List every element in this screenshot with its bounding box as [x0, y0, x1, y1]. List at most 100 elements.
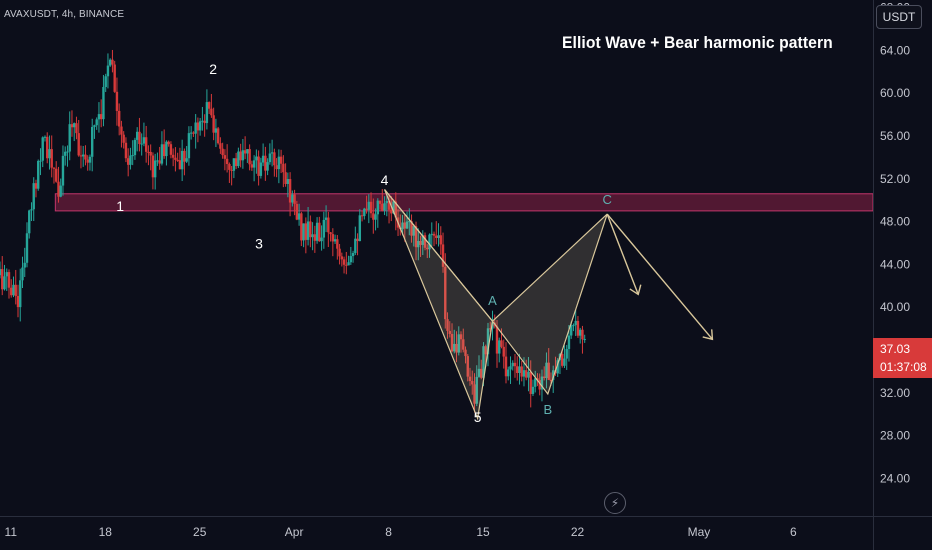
y-tick-label: 32.00	[880, 386, 910, 400]
candle-body-223	[500, 340, 503, 347]
resistance-zone-layer	[54, 193, 874, 212]
candle-body-33	[73, 123, 76, 128]
candle-body-190	[426, 247, 429, 250]
candle-body-252	[565, 348, 568, 359]
candle-body-210	[471, 381, 474, 385]
candle-body-98	[219, 143, 222, 149]
candle-body-132	[295, 203, 299, 220]
candle-body-137	[306, 221, 310, 240]
candle-body-182	[408, 221, 411, 223]
candle-body-166	[372, 213, 375, 220]
candle-body-171	[383, 203, 386, 211]
y-tick-label: 60.00	[880, 86, 910, 100]
candle-body-24	[52, 167, 56, 169]
candle-body-68	[151, 155, 155, 178]
last-price-tag: 37.03 01:37:08	[873, 338, 932, 378]
candle-body-14	[30, 209, 33, 211]
annotation-title: Elliot Wave + Bear harmonic pattern	[562, 33, 833, 52]
x-tick-label: 6	[790, 525, 797, 539]
candle-body-28	[61, 155, 65, 186]
candle-body-216	[484, 346, 487, 355]
candle-body-107	[239, 151, 242, 161]
candle-body-202	[453, 343, 456, 352]
candle-body-124	[277, 156, 281, 170]
candle-body-101	[225, 158, 229, 165]
y-tick-label: 28.00	[880, 429, 910, 443]
candle-body-198	[444, 266, 447, 320]
candle-body-30	[66, 151, 69, 153]
candle-body-231	[518, 366, 521, 373]
candle-body-259	[581, 329, 584, 340]
candle-body-64	[142, 137, 146, 144]
projection-line-1	[606, 213, 713, 340]
candle-body-154	[345, 264, 348, 266]
currency-button[interactable]: USDT	[876, 5, 922, 29]
candle-body-65	[144, 137, 148, 152]
candle-body-139	[311, 234, 314, 238]
candle-body-122	[273, 152, 276, 166]
candle-body-81	[180, 150, 184, 170]
candle-body-253	[567, 335, 571, 349]
candle-body-87	[194, 122, 197, 134]
candle-body-236	[529, 371, 532, 394]
candle-body-27	[59, 185, 62, 197]
candle-body-32	[70, 124, 74, 128]
candle-body-106	[237, 151, 240, 167]
candle-body-96	[214, 128, 218, 133]
candle-body-248	[556, 360, 559, 374]
candle-body-149	[333, 239, 337, 242]
candle-body-103	[230, 169, 233, 171]
candle-body-193	[432, 233, 436, 236]
candle-body-239	[536, 378, 539, 381]
candle-body-47	[104, 76, 107, 87]
candle-body-84	[187, 133, 191, 159]
candle-body-192	[430, 233, 433, 235]
candle-body-45	[99, 114, 103, 120]
candle-body-2	[3, 276, 6, 290]
candle-body-91	[203, 120, 206, 124]
y-tick-label: 24.00	[880, 472, 910, 486]
candle-body-6	[12, 284, 15, 296]
candle-body-189	[423, 235, 427, 248]
candle-body-151	[338, 248, 341, 257]
candle-body-206	[462, 339, 465, 350]
candle-body-113	[252, 160, 256, 168]
candle-body-179	[401, 222, 404, 230]
candle-body-53	[117, 110, 121, 127]
candle-body-183	[410, 221, 413, 236]
candle-body-197	[441, 244, 445, 267]
x-tick-label: 11	[5, 525, 18, 539]
candle-body-79	[176, 159, 179, 161]
candle-body-188	[421, 235, 424, 245]
last-price: 37.03	[880, 342, 911, 356]
candle-body-67	[149, 151, 152, 156]
candle-body-5	[10, 287, 13, 296]
candle-body-201	[450, 333, 454, 352]
candle-body-11	[23, 262, 26, 268]
candle-body-127	[284, 172, 287, 184]
candle-body-114	[255, 156, 258, 161]
candle-body-146	[327, 217, 330, 233]
candle-body-31	[68, 124, 71, 152]
candle-body-180	[403, 222, 406, 229]
candle-body-109	[243, 150, 247, 154]
candle-body-115	[257, 156, 260, 176]
candle-body-144	[322, 219, 326, 238]
candle-body-164	[367, 201, 371, 210]
candle-body-235	[527, 371, 530, 378]
candle-body-21	[46, 136, 49, 159]
candle-body-225	[504, 356, 508, 377]
candle-body-141	[315, 222, 319, 241]
candle-body-108	[241, 150, 245, 161]
y-tick-label: 52.00	[880, 172, 910, 186]
candle-body-8	[16, 295, 20, 308]
candle-body-37	[82, 154, 85, 157]
candle-body-155	[347, 262, 350, 266]
lightning-icon[interactable]: ⚡︎	[604, 492, 626, 514]
candle-body-232	[520, 366, 523, 377]
candle-body-55	[122, 134, 125, 143]
candle-body-211	[473, 384, 476, 404]
harmonic-triangle-abc	[491, 213, 608, 396]
candle-body-172	[385, 201, 389, 204]
